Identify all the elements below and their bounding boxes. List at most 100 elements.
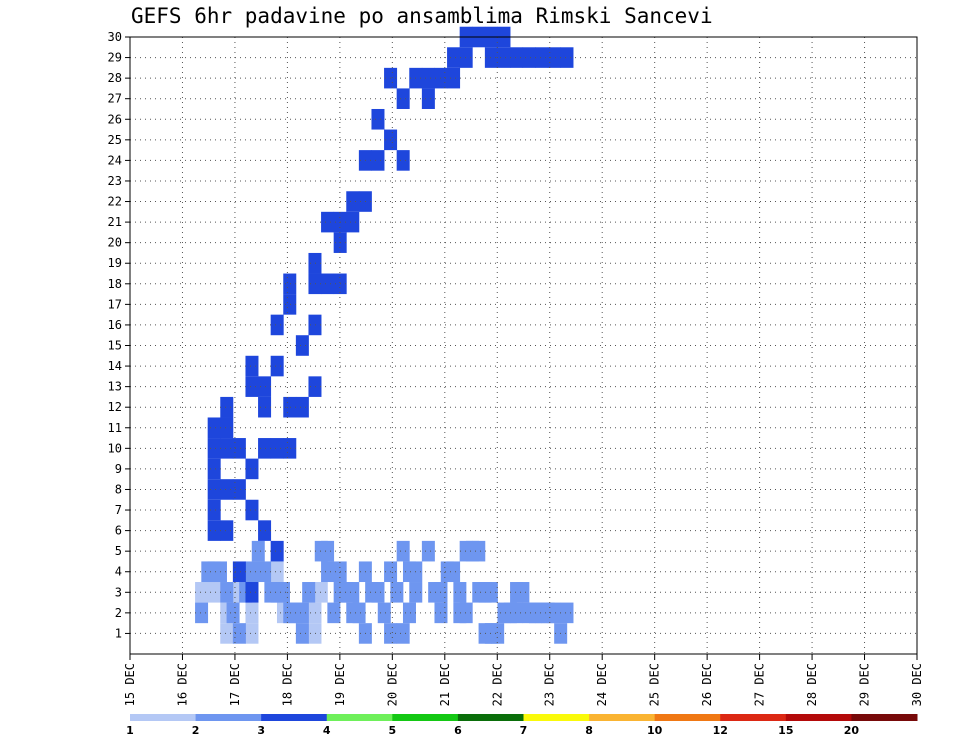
y-tick-label: 4 — [115, 565, 122, 579]
x-tick-label: 17 DEC — [228, 663, 242, 706]
heatmap-cell — [283, 396, 297, 418]
x-tick-label: 20 DEC — [385, 663, 399, 706]
heatmap-cell — [396, 150, 410, 171]
colorbar-label: 6 — [454, 724, 462, 737]
heatmap-cell — [245, 561, 259, 583]
colorbar-swatch — [195, 714, 262, 721]
heatmap-cell — [484, 47, 498, 68]
heatmap-cell — [295, 335, 309, 356]
x-tick-label: 19 DEC — [333, 663, 347, 706]
y-tick-label: 6 — [115, 524, 122, 538]
y-tick-label: 29 — [108, 51, 122, 65]
heatmap-cell — [396, 88, 410, 109]
heatmap-cell — [308, 376, 322, 397]
heatmap-cell — [327, 602, 341, 624]
y-tick-label: 9 — [115, 462, 122, 476]
heatmap-cell — [195, 602, 209, 624]
colorbar-swatch — [326, 714, 393, 721]
heatmap-cell — [491, 623, 505, 644]
y-tick-label: 30 — [108, 30, 122, 44]
heatmap-cell — [308, 314, 322, 336]
heatmap-cell — [314, 582, 328, 603]
x-tick-label: 22 DEC — [490, 663, 504, 706]
colorbar-label: 10 — [647, 724, 663, 737]
y-tick-label: 11 — [108, 421, 122, 435]
y-tick-label: 10 — [108, 441, 122, 455]
y-tick-label: 16 — [108, 318, 122, 332]
x-tick-label: 21 DEC — [438, 663, 452, 706]
colorbar-label: 7 — [520, 724, 528, 737]
heatmap-cell — [497, 47, 511, 68]
y-tick-label: 23 — [108, 174, 122, 188]
heatmap-cell — [258, 438, 272, 459]
heatmap-cell — [283, 294, 297, 315]
colorbar-swatch — [130, 714, 197, 721]
x-tick-label: 18 DEC — [280, 663, 294, 706]
heatmap-cell — [295, 623, 309, 644]
y-tick-label: 26 — [108, 112, 122, 126]
colorbar-swatch — [851, 714, 918, 721]
heatmap-cell — [396, 540, 410, 562]
heatmap-cell — [220, 438, 234, 459]
heatmap-cell — [295, 602, 309, 624]
y-tick-label: 15 — [108, 339, 122, 353]
colorbar-label: 1 — [126, 724, 134, 737]
heatmap-cell — [321, 273, 335, 295]
heatmap-cell — [560, 602, 574, 624]
heatmap-cell — [453, 582, 467, 603]
heatmap-cell — [258, 396, 272, 418]
heatmap-cell — [207, 479, 221, 500]
heatmap-cell — [207, 458, 221, 480]
x-tick-label: 30 DEC — [910, 663, 924, 706]
y-tick-label: 21 — [108, 215, 122, 229]
x-tick-label: 26 DEC — [700, 663, 714, 706]
heatmap-cell — [207, 438, 221, 459]
y-tick-label: 7 — [115, 503, 122, 517]
heatmap-cell — [352, 602, 366, 624]
heatmap-cell — [459, 47, 473, 68]
heatmap-cell — [276, 582, 290, 603]
heatmap-cell — [346, 191, 360, 212]
heatmap-cell — [346, 582, 360, 603]
heatmap-cell — [283, 273, 297, 295]
x-tick-label: 25 DEC — [648, 663, 662, 706]
heatmap-cell — [459, 602, 473, 624]
heatmap-cell — [283, 438, 297, 459]
heatmap-cell — [245, 602, 259, 624]
heatmap-cell — [516, 582, 530, 603]
heatmap-cells — [195, 26, 574, 644]
colorbar-swatch — [457, 714, 524, 721]
heatmap-cell — [421, 67, 435, 89]
colorbar-label: 20 — [844, 724, 860, 737]
heatmap-cell — [447, 561, 461, 583]
x-tick-label: 23 DEC — [543, 663, 557, 706]
grid-lines — [130, 37, 917, 654]
heatmap-cell — [371, 582, 385, 603]
heatmap-cell — [321, 540, 335, 562]
heatmap-cell — [510, 47, 524, 68]
heatmap-cell — [308, 273, 322, 295]
heatmap-cell — [472, 540, 486, 562]
y-tick-label: 19 — [108, 256, 122, 270]
colorbar-label: 2 — [192, 724, 200, 737]
heatmap-cell — [232, 438, 246, 459]
heatmap-cell — [270, 540, 284, 562]
y-tick-label: 14 — [108, 359, 122, 373]
y-tick-label: 1 — [115, 626, 122, 640]
colorbar-label: 3 — [257, 724, 265, 737]
y-tick-label: 22 — [108, 195, 122, 209]
colorbar-label: 12 — [713, 724, 728, 737]
heatmap-cell — [232, 561, 246, 583]
heatmap-cell — [346, 211, 360, 233]
heatmap-cell — [547, 47, 561, 68]
colorbar-label: 15 — [778, 724, 793, 737]
heatmap-cell — [402, 602, 416, 624]
y-tick-label: 18 — [108, 277, 122, 291]
y-tick-label: 5 — [115, 544, 122, 558]
heatmap-cell — [232, 623, 246, 644]
y-tick-label: 3 — [115, 585, 122, 599]
x-tick-label: 27 DEC — [753, 663, 767, 706]
heatmap-cell — [258, 520, 272, 541]
colorbar-label: 5 — [389, 724, 397, 737]
heatmap-cell — [270, 314, 284, 336]
